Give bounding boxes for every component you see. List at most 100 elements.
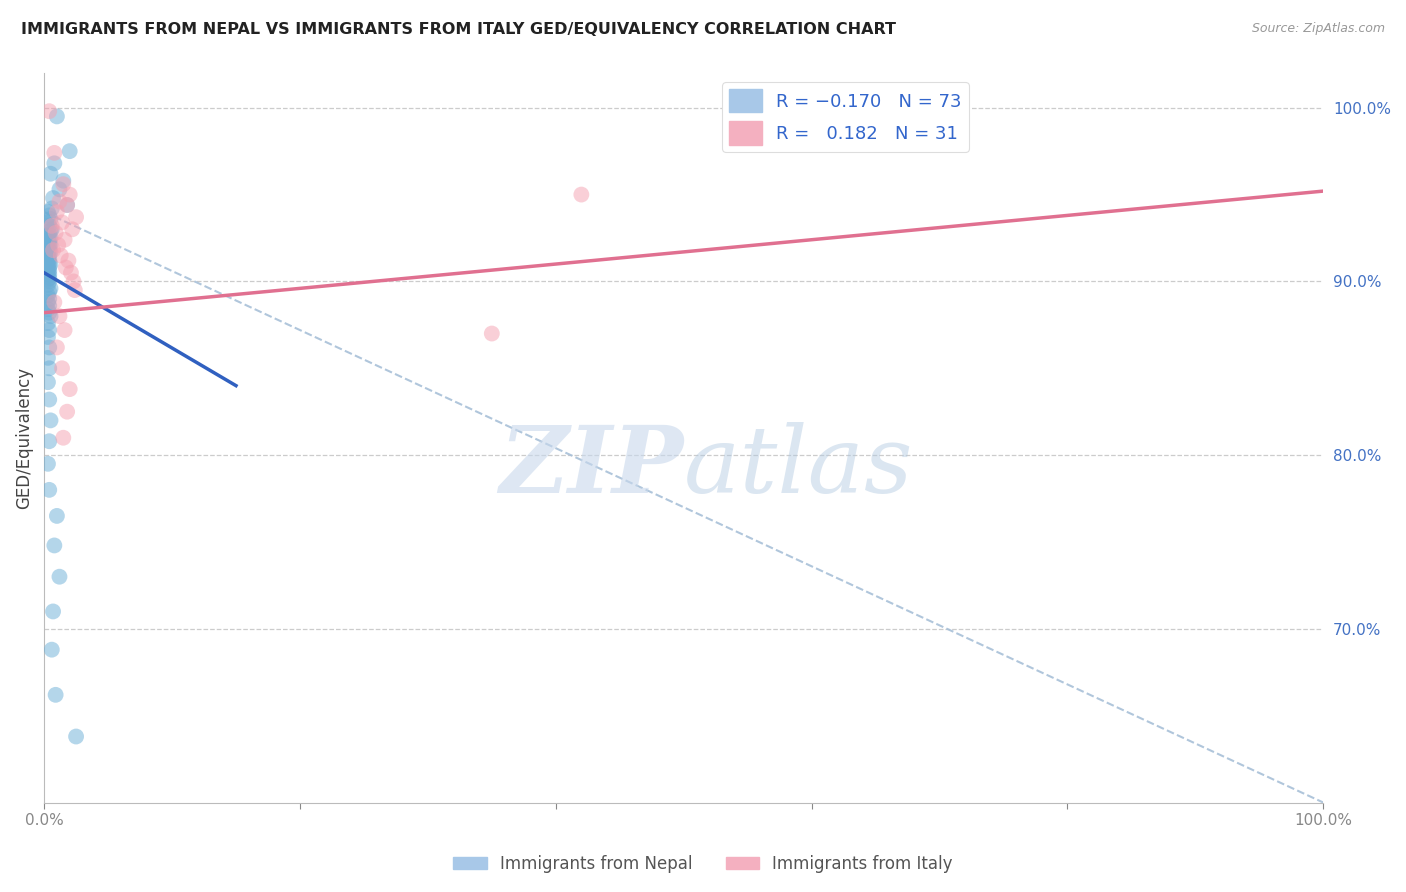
Point	[41, 642, 63, 657]
Point	[37, 241, 59, 255]
Point	[38, 392, 60, 407]
Point	[38, 285, 60, 299]
Point	[39, 309, 62, 323]
Point	[37, 273, 59, 287]
Point	[52, 177, 75, 191]
Point	[39, 167, 62, 181]
Point	[39, 413, 62, 427]
Point	[569, 187, 592, 202]
Point	[45, 226, 67, 240]
Point	[44, 156, 66, 170]
Y-axis label: GED/Equivalency: GED/Equivalency	[15, 367, 32, 508]
Point	[38, 240, 60, 254]
Point	[51, 215, 73, 229]
Point	[481, 326, 503, 341]
Point	[46, 238, 69, 252]
Point	[42, 243, 65, 257]
Point	[37, 215, 59, 229]
Point	[38, 219, 60, 233]
Point	[37, 253, 59, 268]
Point	[38, 264, 60, 278]
Point	[38, 434, 60, 449]
Legend: Immigrants from Nepal, Immigrants from Italy: Immigrants from Nepal, Immigrants from I…	[447, 848, 959, 880]
Point	[52, 174, 75, 188]
Point	[45, 508, 67, 523]
Point	[44, 145, 66, 160]
Point	[38, 361, 60, 376]
Point	[59, 187, 82, 202]
Point	[39, 224, 62, 238]
Point	[52, 431, 75, 445]
Point	[37, 277, 59, 292]
Point	[48, 570, 70, 584]
Point	[38, 255, 60, 269]
Point	[37, 302, 59, 317]
Point	[38, 274, 60, 288]
Point	[44, 295, 66, 310]
Point	[42, 604, 65, 618]
Point	[39, 238, 62, 252]
Point	[48, 194, 70, 209]
Point	[38, 236, 60, 251]
Point	[39, 244, 62, 259]
Point	[38, 306, 60, 320]
Point	[56, 198, 79, 212]
Point	[38, 292, 60, 306]
Point	[45, 340, 67, 354]
Point	[45, 109, 67, 123]
Point	[39, 211, 62, 226]
Point	[38, 227, 60, 242]
Point	[48, 182, 70, 196]
Point	[59, 382, 82, 396]
Point	[65, 730, 87, 744]
Point	[51, 361, 73, 376]
Text: Source: ZipAtlas.com: Source: ZipAtlas.com	[1251, 22, 1385, 36]
Point	[53, 323, 76, 337]
Point	[44, 538, 66, 552]
Point	[38, 248, 60, 262]
Point	[63, 283, 86, 297]
Text: ZIP: ZIP	[499, 422, 683, 512]
Point	[37, 235, 59, 249]
Point	[39, 257, 62, 271]
Point	[38, 252, 60, 266]
Point	[37, 229, 59, 244]
Point	[38, 233, 60, 247]
Text: IMMIGRANTS FROM NEPAL VS IMMIGRANTS FROM ITALY GED/EQUIVALENCY CORRELATION CHART: IMMIGRANTS FROM NEPAL VS IMMIGRANTS FROM…	[21, 22, 896, 37]
Point	[38, 268, 60, 282]
Point	[37, 316, 59, 330]
Point	[37, 457, 59, 471]
Point	[38, 208, 60, 222]
Point	[45, 205, 67, 219]
Point	[38, 483, 60, 497]
Point	[38, 323, 60, 337]
Point	[41, 202, 63, 216]
Point	[38, 243, 60, 257]
Point	[60, 222, 83, 236]
Point	[38, 340, 60, 354]
Point	[37, 259, 59, 273]
Point	[55, 260, 77, 275]
Point	[37, 375, 59, 389]
Point	[53, 233, 76, 247]
Point	[37, 269, 59, 284]
Point	[48, 309, 70, 323]
Text: atlas: atlas	[683, 422, 912, 512]
Point	[38, 299, 60, 313]
Point	[49, 248, 72, 262]
Point	[41, 222, 63, 236]
Point	[39, 231, 62, 245]
Point	[59, 144, 82, 158]
Point	[38, 104, 60, 119]
Point	[38, 271, 60, 285]
Point	[58, 253, 80, 268]
Point	[37, 250, 59, 264]
Point	[37, 295, 59, 310]
Point	[37, 262, 59, 277]
Point	[56, 405, 79, 419]
Point	[37, 246, 59, 260]
Legend: R = −0.170   N = 73, R =   0.182   N = 31: R = −0.170 N = 73, R = 0.182 N = 31	[723, 82, 969, 152]
Point	[56, 198, 79, 212]
Point	[37, 205, 59, 219]
Point	[42, 191, 65, 205]
